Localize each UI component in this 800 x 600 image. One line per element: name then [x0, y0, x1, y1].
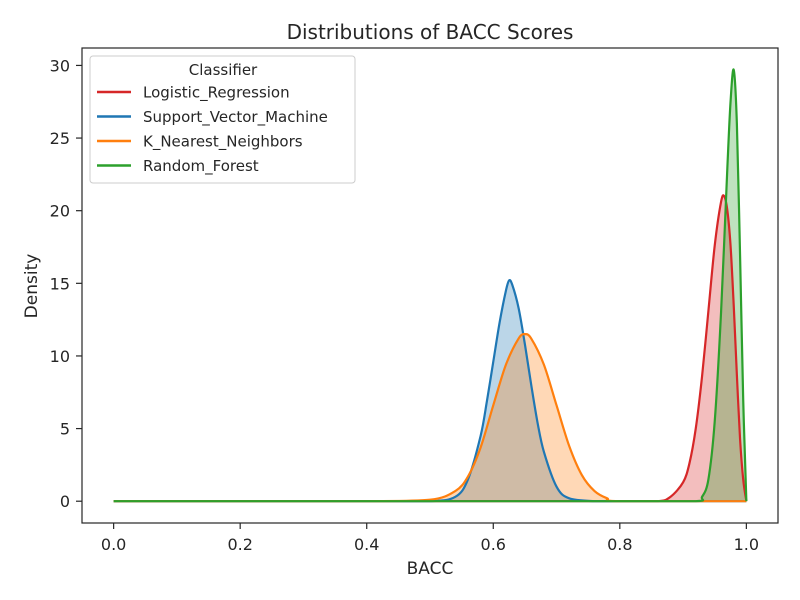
density-line-random-forest [113, 68, 748, 503]
legend-frame [89, 55, 356, 184]
x-axis-label: BACC [407, 559, 454, 579]
legend-label-random-forest: Random_Forest [143, 157, 259, 176]
legend-title: Classifier [189, 61, 258, 79]
y-tick-label: 30 [50, 56, 70, 75]
y-tick-label: 10 [50, 347, 70, 366]
legend-label-logistic-regression: Logistic_Regression [143, 84, 290, 103]
density-lines [113, 68, 748, 503]
x-tick-label: 0.0 [101, 535, 126, 554]
x-tick-label: 0.4 [354, 535, 379, 554]
x-tick-label: 1.0 [734, 535, 759, 554]
y-axis-label: Density [22, 254, 42, 319]
y-tick-label: 5 [60, 420, 70, 439]
chart-title: Distributions of BACC Scores [287, 20, 574, 44]
x-axis-ticks: 0.0 0.2 0.4 0.6 0.8 1.0 [101, 523, 759, 554]
y-axis-ticks: 0 5 10 15 20 25 30 [50, 56, 82, 511]
y-tick-label: 15 [50, 274, 70, 293]
x-tick-label: 0.6 [481, 535, 506, 554]
y-tick-label: 20 [50, 202, 70, 221]
legend-label-k-nearest-neighbors: K_Nearest_Neighbors [143, 133, 303, 152]
y-tick-label: 25 [50, 129, 70, 148]
x-tick-label: 0.8 [607, 535, 632, 554]
legend: Classifier Logistic_Regression Support_Ve… [89, 55, 356, 184]
plot-frame [81, 47, 779, 524]
y-tick-label: 0 [60, 492, 70, 511]
legend-label-support-vector-machine: Support_Vector_Machine [143, 108, 328, 127]
x-tick-label: 0.2 [227, 535, 252, 554]
